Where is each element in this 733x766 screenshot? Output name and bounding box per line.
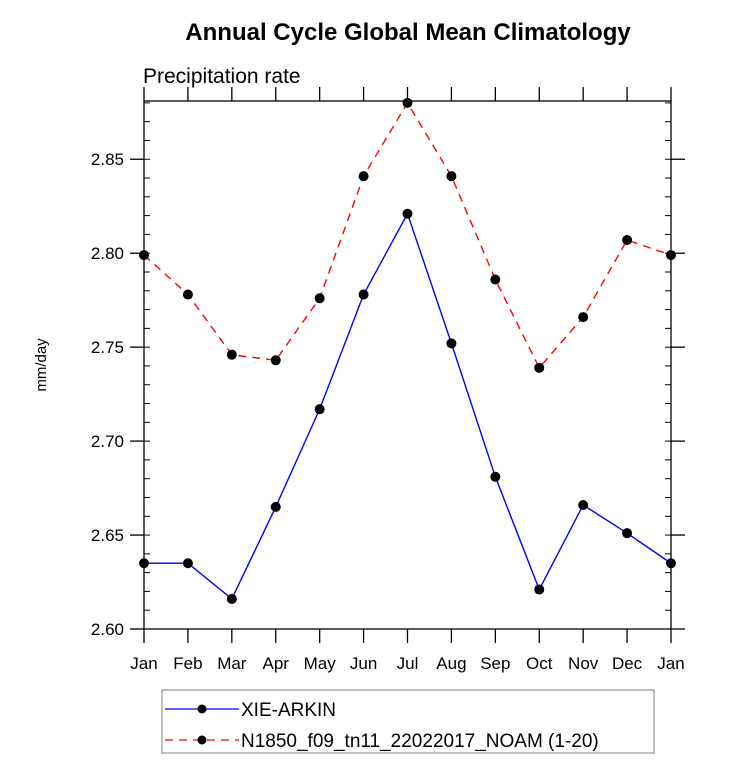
data-point — [270, 501, 281, 512]
data-point — [358, 171, 369, 182]
x-tick-label: Dec — [612, 654, 643, 673]
data-point — [578, 312, 589, 323]
y-tick-labels: 2.60 2.65 2.70 2.75 2.80 2.85 — [91, 150, 124, 639]
legend-item-n1850: N1850_f09_tn11_22022017_NOAM (1-20) — [165, 731, 599, 752]
legend-item-xie-arkin: XIE-ARKIN — [165, 700, 336, 721]
y-tick-label: 2.60 — [91, 620, 124, 639]
x-tick-label: Sep — [480, 654, 510, 673]
chart-title: Annual Cycle Global Mean Climatology — [185, 19, 631, 46]
chart-subtitle: Precipitation rate — [143, 65, 301, 88]
data-point — [402, 208, 413, 219]
x-tick-label: Jan — [130, 654, 157, 673]
x-tick-label: Nov — [568, 654, 599, 673]
data-point — [446, 338, 457, 349]
series-layer — [139, 97, 676, 604]
y-tick-label: 2.75 — [91, 338, 124, 357]
x-tick-label: Mar — [217, 654, 247, 673]
x-tick-label: May — [304, 654, 337, 673]
data-point — [226, 349, 237, 360]
series-n1850 — [139, 97, 676, 373]
x-tick-labels: Jan Feb Mar Apr May Jun Jul Aug Sep Oct Nov Dec Jan — [130, 654, 684, 673]
y-tick-label: 2.65 — [91, 526, 124, 545]
data-point — [314, 404, 325, 415]
legend-marker-xie-arkin — [197, 704, 207, 714]
data-point — [270, 355, 281, 366]
data-point — [534, 362, 545, 373]
data-point — [226, 593, 237, 604]
legend-box — [161, 689, 655, 754]
y-tick-label: 2.85 — [91, 150, 124, 169]
y-tick-label: 2.70 — [91, 432, 124, 451]
x-tick-label: Apr — [263, 654, 290, 673]
data-point — [358, 289, 369, 300]
data-point — [490, 471, 501, 482]
series-line — [144, 211, 672, 601]
x-tick-label: Jun — [350, 654, 377, 673]
legend: XIE-ARKIN N1850_f09_tn11_22022017_NOAM (… — [161, 689, 655, 754]
data-point — [490, 274, 501, 285]
data-point — [534, 584, 545, 595]
x-tick-label: Oct — [526, 654, 553, 673]
legend-label-n1850: N1850_f09_tn11_22022017_NOAM (1-20) — [241, 731, 599, 752]
data-point — [314, 293, 325, 304]
data-point — [182, 289, 193, 300]
legend-marker-n1850 — [197, 735, 207, 745]
x-tick-label: Jul — [397, 654, 419, 673]
data-point — [578, 499, 589, 510]
plot-frame — [143, 100, 672, 630]
series-line — [143, 101, 672, 370]
series-xie-arkin — [139, 208, 676, 604]
data-point — [446, 171, 457, 182]
y-tick-label: 2.80 — [91, 244, 124, 263]
axis-ticks — [130, 87, 685, 643]
data-point — [402, 97, 413, 108]
legend-label-xie-arkin: XIE-ARKIN — [241, 700, 336, 721]
y-axis-label: mm/day — [33, 338, 50, 392]
x-tick-label: Jan — [657, 654, 684, 673]
data-point — [622, 528, 633, 539]
data-point — [182, 558, 193, 569]
data-point — [622, 235, 633, 246]
x-tick-label: Aug — [436, 654, 466, 673]
x-tick-label: Feb — [173, 654, 202, 673]
